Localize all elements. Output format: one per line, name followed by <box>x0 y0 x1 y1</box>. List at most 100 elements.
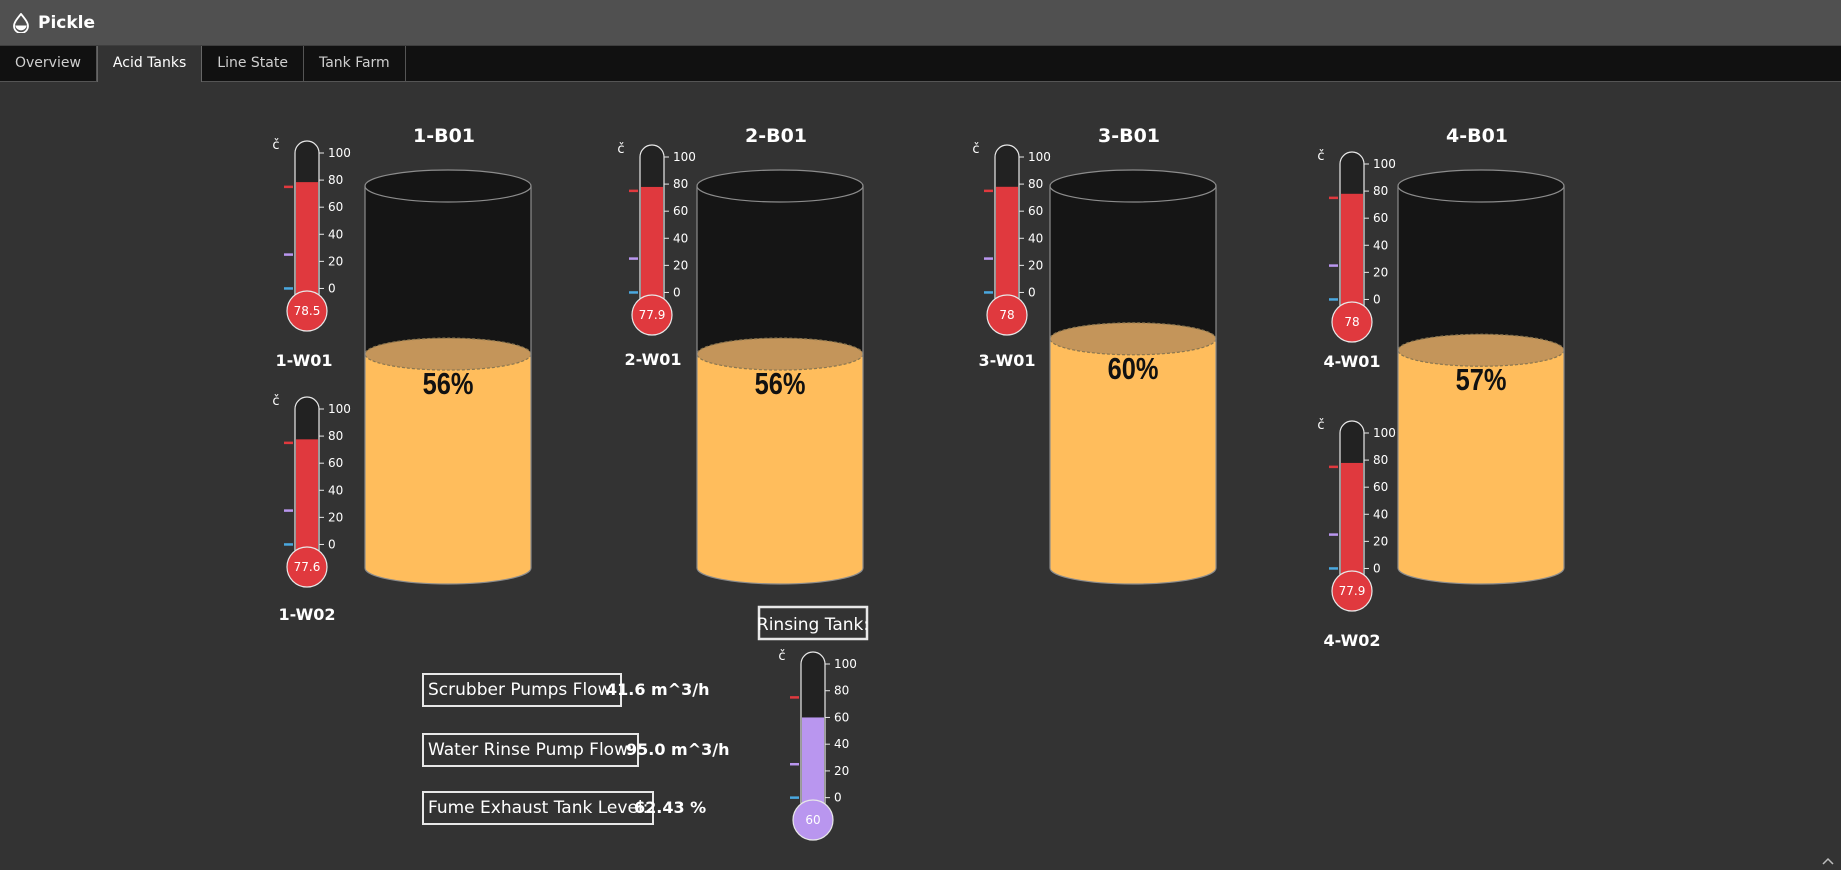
scale-tick-label: 20 <box>1028 258 1043 272</box>
thermometer-fill <box>996 186 1018 310</box>
scale-tick-label: 20 <box>1373 534 1388 548</box>
scale-tick-label: 40 <box>673 231 688 245</box>
scale-tick-label: 40 <box>328 227 343 241</box>
scale-tick-label: 100 <box>1373 426 1396 440</box>
thermometer-value: 78.5 <box>294 304 321 318</box>
tank-liquid <box>697 354 863 568</box>
scale-tick-label: 0 <box>1373 292 1381 306</box>
rinse-pump-flow-value: 95.0 m^3/h <box>626 740 730 759</box>
droplet-logo-icon <box>13 12 29 33</box>
tank-top-rim <box>1049 169 1217 203</box>
scale-tick-label: 20 <box>328 254 343 268</box>
scale-tick-label: 80 <box>328 173 343 187</box>
scale-tick-label: 100 <box>328 402 351 416</box>
tank-4-B01: 4-B01 57% <box>1397 125 1565 585</box>
tank-top-rim <box>696 169 864 203</box>
scale-tick-label: 100 <box>1028 150 1051 164</box>
thermometers-layer: 78.5 100 80 60 40 20 0 č 1-W01 77.6 100 80 60 40 20 0 č 1… <box>272 138 1396 841</box>
tank-level-label: 56% <box>423 367 474 402</box>
tank-title: 2-B01 <box>745 125 807 147</box>
tank-level-label: 60% <box>1108 351 1159 386</box>
scale-tick-label: 60 <box>834 710 849 724</box>
scale-tick-label: 20 <box>1373 265 1388 279</box>
app-title: Pickle <box>38 12 96 33</box>
thermometer-neck <box>1341 578 1363 588</box>
thermometer-neck <box>296 554 318 564</box>
thermometer-neck <box>1341 309 1363 319</box>
tab-overview[interactable]: Overview <box>0 46 97 81</box>
scale-tick-label: 0 <box>328 537 336 551</box>
thermometer-unit: č <box>272 138 279 153</box>
scale-tick-label: 60 <box>328 200 343 214</box>
tank-liquid-surface <box>1049 322 1217 356</box>
tab-acid-tanks[interactable]: Acid Tanks <box>96 46 203 82</box>
tank-1-B01: 1-B01 56% <box>364 125 532 585</box>
scale-tick-label: 80 <box>673 177 688 191</box>
title-bar: Pickle <box>0 0 1841 46</box>
thermometer-neck <box>641 302 663 312</box>
thermometer-value: 77.9 <box>1339 584 1366 598</box>
thermometer-unit: č <box>972 142 979 157</box>
thermometer-1-W02: 77.6 100 80 60 40 20 0 č 1-W02 <box>272 394 350 624</box>
tank-liquid <box>1050 338 1216 568</box>
tank-title: 1-B01 <box>413 125 475 147</box>
scale-tick-label: 20 <box>673 258 688 272</box>
tank-2-B01: 2-B01 56% <box>696 125 864 585</box>
scrubber-flow-label: Scrubber Pumps Flow: <box>422 673 623 707</box>
thermometer-fill <box>1341 462 1363 586</box>
scale-tick-label: 20 <box>328 510 343 524</box>
thermometer-value: 60 <box>805 813 820 827</box>
tab-line-state[interactable]: Line State <box>202 46 304 81</box>
thermometer-fill <box>296 182 318 306</box>
thermometer-name: 2-W01 <box>625 350 682 369</box>
scale-tick-label: 0 <box>834 791 842 805</box>
tank-title: 4-B01 <box>1446 125 1508 147</box>
rinsing-tank-label: Rinsing Tank: <box>757 615 869 635</box>
scale-tick-label: 80 <box>1028 177 1043 191</box>
tank-liquid <box>365 354 531 568</box>
scale-tick-label: 80 <box>1373 453 1388 467</box>
fume-exhaust-level-label: Fume Exhaust Tank Level: <box>422 791 655 825</box>
scale-tick-label: 60 <box>1028 204 1043 218</box>
thermometer-neck <box>802 807 824 817</box>
tank-level-label: 57% <box>1456 363 1507 398</box>
tab-bar: Overview Acid Tanks Line State Tank Farm <box>0 46 1841 82</box>
scale-tick-label: 60 <box>328 456 343 470</box>
tank-level-label: 56% <box>755 367 806 402</box>
tank-liquid-surface <box>364 337 532 371</box>
rinsing-tank-label-frame <box>757 605 869 641</box>
scale-tick-label: 80 <box>328 429 343 443</box>
tank-liquid <box>1398 350 1564 568</box>
collapse-chevron-icon[interactable] <box>1821 856 1835 866</box>
scale-tick-label: 0 <box>1028 285 1036 299</box>
tank-title: 3-B01 <box>1098 125 1160 147</box>
tab-tank-farm[interactable]: Tank Farm <box>304 46 406 81</box>
thermometer-unit: č <box>778 649 785 664</box>
scale-tick-label: 0 <box>328 281 336 295</box>
scale-tick-label: 20 <box>834 764 849 778</box>
thermometer-name: 1-W02 <box>279 605 336 624</box>
tank-bottom-rim <box>364 567 532 585</box>
thermometer-unit: č <box>1317 149 1324 164</box>
thermometer-rinsing-tank: 60 100 80 60 40 20 0 č <box>778 649 857 841</box>
thermometer-value: 78 <box>999 308 1014 322</box>
scale-tick-label: 40 <box>1373 238 1388 252</box>
thermometer-4-W02: 77.9 100 80 60 40 20 0 č 4-W02 <box>1317 418 1395 650</box>
thermometer-name: 3-W01 <box>979 351 1036 370</box>
thermometer-1-W01: 78.5 100 80 60 40 20 0 č 1-W01 <box>272 138 350 370</box>
tank-liquid-surface <box>1397 333 1565 367</box>
tank-bottom-rim <box>1397 567 1565 585</box>
tank-bottom-rim <box>1049 567 1217 585</box>
thermometer-neck <box>296 298 318 308</box>
thermometer-unit: č <box>617 142 624 157</box>
thermometer-neck <box>996 302 1018 312</box>
scale-tick-label: 40 <box>834 737 849 751</box>
thermometer-value: 77.6 <box>294 560 321 574</box>
thermometer-fill <box>1341 193 1363 317</box>
scale-tick-label: 0 <box>1373 561 1381 575</box>
scale-tick-label: 100 <box>834 657 857 671</box>
thermometer-name: 1-W01 <box>276 351 333 370</box>
scrubber-flow-value: 41.6 m^3/h <box>606 680 710 699</box>
thermometer-fill <box>296 439 318 562</box>
